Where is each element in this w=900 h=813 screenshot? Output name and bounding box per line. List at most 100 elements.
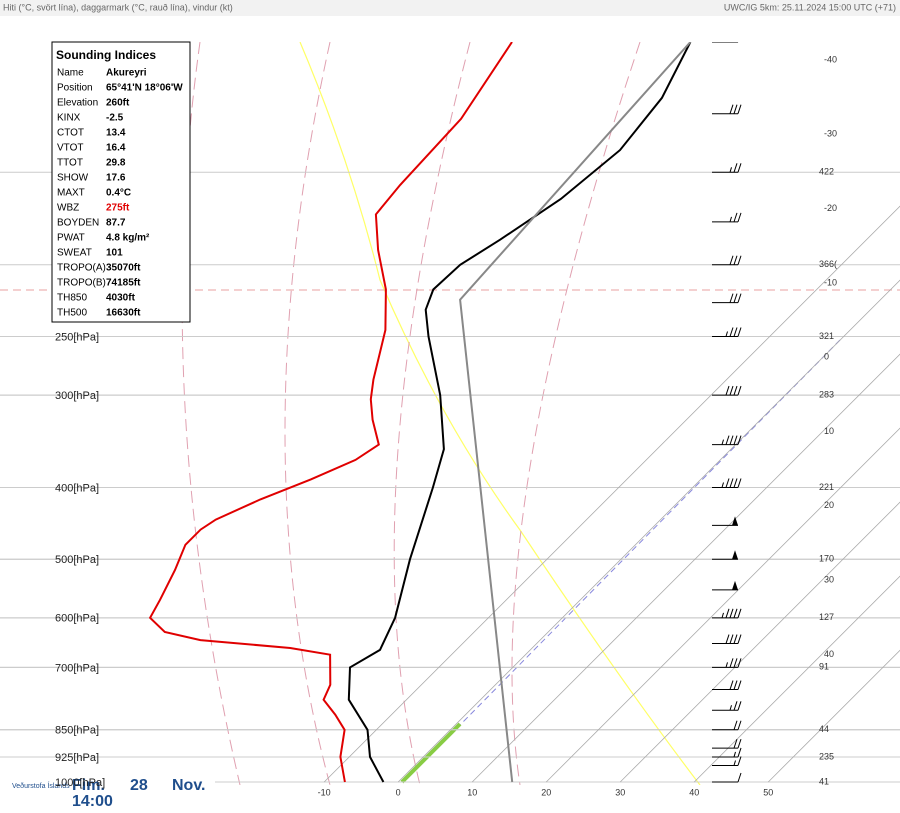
barb-feather: [729, 634, 734, 644]
footer: Veðurstofa Íslands Fim. 28 Nov. 14:00: [0, 776, 215, 810]
isotherm-label: 30: [824, 574, 834, 584]
wind-barb: [712, 701, 742, 711]
wind-barb: [712, 435, 742, 446]
indices-frame: [51, 41, 191, 323]
barb-half: [725, 662, 728, 668]
barb-half: [733, 751, 736, 758]
barb-feather: [733, 720, 738, 730]
barb-feather: [725, 435, 730, 445]
index-name: Position: [57, 83, 93, 94]
index-name: MAXT: [57, 188, 85, 199]
barb-feather: [737, 104, 742, 114]
header-bar: [0, 0, 900, 16]
x-tick-label: 30: [615, 787, 625, 797]
index-name: SHOW: [57, 173, 89, 184]
barb-feather: [737, 478, 742, 488]
height-label: 321: [819, 331, 834, 341]
x-tick-label: 10: [467, 787, 477, 797]
date: 28: [130, 777, 148, 794]
isotherm-label: -40: [824, 54, 837, 64]
barb-feather: [725, 608, 730, 618]
barb-feather: [737, 212, 742, 223]
barb-feather: [729, 327, 734, 337]
reference-line: [400, 722, 462, 784]
y-tick-label: 400[hPa]: [55, 482, 99, 494]
wind-barb: [712, 550, 738, 560]
index-name: SWEAT: [57, 248, 92, 259]
index-name: PWAT: [57, 233, 85, 244]
adiabat: [181, 42, 241, 785]
barb-feather: [733, 435, 738, 445]
wind-barb: [712, 516, 738, 526]
background-lines: [0, 42, 900, 785]
wind-barb: [712, 293, 742, 304]
barb-feather: [737, 658, 742, 668]
header-right: UWC/IG 5km: 25.11.2024 15:00 UTC (+71): [724, 2, 896, 12]
x-tick-label: 40: [689, 787, 699, 797]
barb-feather: [737, 634, 742, 644]
month: Nov.: [172, 777, 205, 794]
wind-barb: [712, 385, 742, 396]
barb-half: [725, 331, 728, 337]
x-tick-label: 20: [541, 787, 551, 797]
index-value: Akureyri: [106, 68, 147, 79]
y-tick-label: 1000[hPa]: [55, 777, 105, 789]
barb-feather: [733, 680, 738, 690]
barb-feather: [733, 738, 738, 749]
day: Fim.: [72, 777, 105, 794]
isotherm-label: -30: [824, 129, 837, 139]
barb-pennant: [732, 550, 738, 560]
index-name: VTOT: [57, 143, 83, 154]
y-tick-label: 250[hPa]: [55, 331, 99, 343]
barb-feather: [737, 772, 742, 783]
isotherm-label: 20: [824, 500, 834, 510]
plot-area: [0, 42, 900, 783]
indices-box: Sounding Indices Name Akureyri Position 65°…: [51, 41, 191, 323]
y-tick-label: 925[hPa]: [55, 752, 99, 764]
barb-feather: [733, 104, 738, 114]
barb-half: [729, 705, 732, 711]
wind-barb: [712, 772, 742, 783]
index-value: 87.7: [106, 218, 126, 229]
index-name: Elevation: [57, 98, 98, 109]
barb-feather: [725, 478, 730, 488]
barb-feather: [737, 747, 742, 758]
barb-feather: [730, 42, 731, 43]
index-value: 13.4: [106, 128, 126, 139]
wind-barb: [712, 658, 742, 668]
wind-barb: [712, 163, 742, 173]
barb-feather: [737, 385, 742, 396]
height-label: 44: [819, 724, 829, 734]
adiabat: [284, 42, 331, 785]
y-tick-label: 300[hPa]: [55, 390, 99, 402]
barb-feather: [737, 293, 742, 303]
index-name: KINX: [57, 113, 81, 124]
index-value: 17.6: [106, 173, 126, 184]
wind-barb: [712, 104, 742, 115]
isotherm: [767, 649, 900, 783]
height-label: 170: [819, 554, 834, 564]
profile-line: [347, 42, 692, 783]
adiabat: [393, 42, 471, 785]
height-label: 283: [819, 389, 834, 399]
header-left: Hiti (°C, svört lína), daggarmark (°C, r…: [3, 2, 233, 12]
barb-feather: [737, 720, 742, 730]
barb-half: [729, 167, 732, 173]
barb-feather: [737, 701, 742, 711]
barb-feather: [729, 435, 734, 445]
barb-feather: [733, 163, 738, 173]
height-label: 422: [819, 167, 834, 177]
y-tick-label: 700[hPa]: [55, 662, 99, 674]
barb-feather: [737, 756, 742, 766]
height-label: 221: [819, 482, 834, 492]
index-name: TH850: [57, 293, 87, 304]
index-value: 260ft: [106, 98, 130, 109]
indices-title: Sounding Indices: [56, 48, 156, 62]
reference-line: [459, 339, 841, 726]
index-value: 275ft: [106, 203, 130, 214]
wind-barb: [712, 720, 742, 731]
barb-half: [729, 216, 732, 222]
footer-bg: [0, 776, 215, 808]
wind-barb: [712, 738, 742, 749]
wind-barb: [712, 327, 742, 337]
